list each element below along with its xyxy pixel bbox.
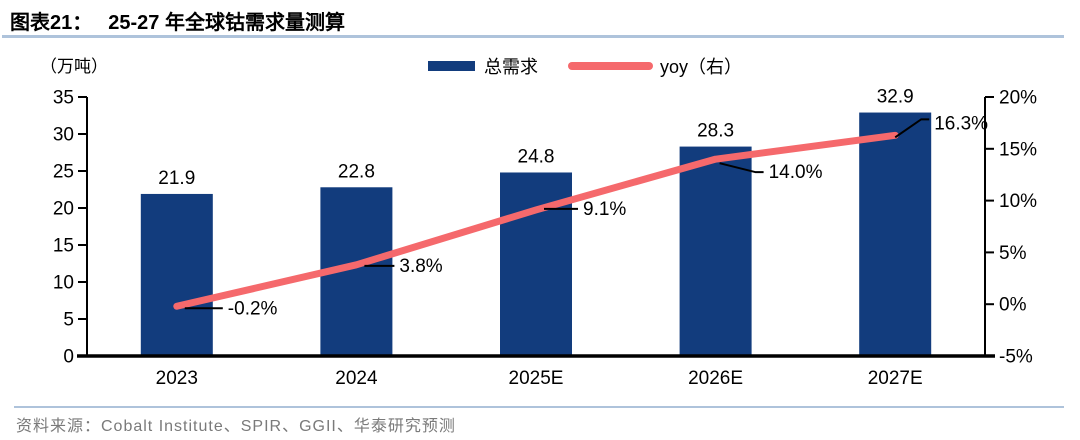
left-axis-tick-label: 5 (63, 310, 74, 331)
left-axis-tick-label: 0 (63, 347, 74, 368)
footer-divider (14, 406, 1064, 408)
figure-title: 图表21： 25-27 年全球钴需求量测算 (10, 6, 345, 35)
demand-bar-2023 (140, 193, 213, 356)
yoy-value-label: 14.0% (769, 162, 823, 183)
yoy-label-leader (894, 118, 930, 139)
chart-legend: 总需求 yoy（右） (428, 53, 742, 79)
left-axis-tick-label: 25 (53, 162, 74, 183)
yoy-line (173, 131, 899, 310)
bar-series-swatch (428, 61, 475, 71)
legend-item-total-demand: 总需求 (428, 53, 538, 79)
yoy-value-label: 3.8% (399, 256, 442, 277)
right-axis-tick-label: 20% (999, 88, 1037, 109)
bar-value-label: 24.8 (518, 146, 555, 167)
x-axis-label: 2026E (688, 368, 743, 389)
yoy-value-label: -0.2% (228, 298, 278, 319)
demand-bar-2026E (679, 146, 752, 356)
legend-item-yoy: yoy（右） (568, 53, 742, 79)
yoy-value-label: 9.1% (583, 199, 626, 220)
figure-number: 图表21： (10, 12, 93, 34)
bar-value-label: 28.3 (697, 121, 734, 142)
yoy-value-label: 16.3% (934, 113, 988, 134)
yoy-label-leader (719, 162, 764, 174)
bar-value-label: 21.9 (158, 168, 195, 189)
left-axis-tick-label: 30 (53, 125, 74, 146)
left-axis-tick-label: 15 (53, 236, 74, 257)
legend-label: 总需求 (484, 57, 538, 77)
right-axis-tick-label: 0% (999, 295, 1027, 316)
x-axis-label: 2024 (335, 368, 378, 389)
demand-bar-2027E (859, 112, 932, 356)
title-divider (2, 35, 1064, 38)
bar-value-label: 22.8 (338, 161, 375, 182)
left-axis-unit-label: （万吨） (40, 57, 108, 76)
source-note: 资料来源：Cobalt Institute、SPIR、GGII、华泰研究预测 (16, 418, 456, 435)
left-axis-tick-label: 10 (53, 273, 74, 294)
left-axis-tick-label: 20 (53, 199, 74, 220)
left-axis-tick-label: 35 (53, 88, 74, 109)
right-axis-tick-label: 10% (999, 191, 1037, 212)
bar-value-label: 32.9 (877, 87, 914, 108)
legend-label: yoy（右） (660, 57, 743, 77)
figure-title-text: 25-27 年全球钴需求量测算 (108, 12, 345, 34)
right-axis-tick-label: 5% (999, 243, 1027, 264)
right-axis-tick-label: 15% (999, 139, 1037, 160)
x-axis-label: 2023 (156, 368, 198, 389)
x-axis-label: 2027E (868, 368, 923, 389)
right-axis-tick-label: -5% (999, 347, 1033, 368)
x-axis-label: 2025E (509, 368, 564, 389)
line-series-swatch (568, 62, 653, 70)
